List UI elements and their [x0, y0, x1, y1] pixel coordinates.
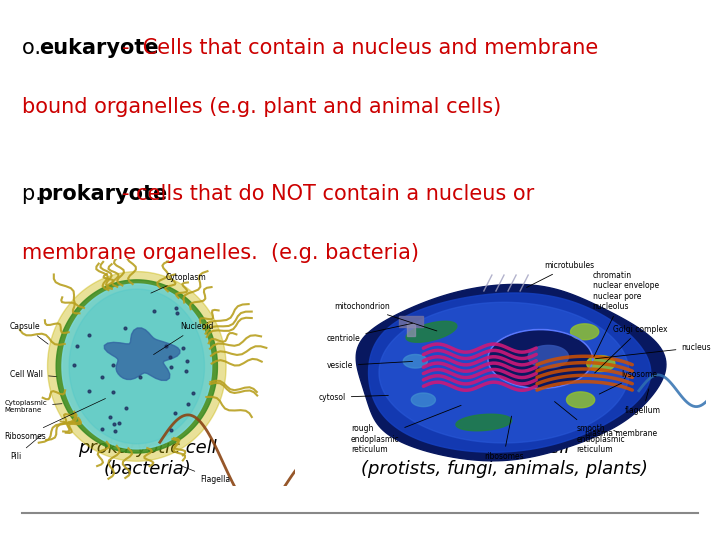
Text: Capsule: Capsule	[10, 322, 48, 344]
Text: membrane organelles.  (e.g. bacteria): membrane organelles. (e.g. bacteria)	[22, 243, 418, 263]
Text: ribosomes: ribosomes	[484, 416, 523, 461]
Polygon shape	[399, 316, 423, 327]
Text: bound organelles (e.g. plant and animal cells): bound organelles (e.g. plant and animal …	[22, 97, 501, 117]
Text: Flagella: Flagella	[183, 467, 230, 484]
Polygon shape	[408, 323, 415, 336]
Text: - cells that do NOT contain a nucleus or: - cells that do NOT contain a nucleus or	[122, 184, 535, 204]
Text: microtubules: microtubules	[526, 261, 595, 287]
Polygon shape	[369, 293, 651, 452]
Polygon shape	[356, 285, 666, 461]
Polygon shape	[411, 393, 436, 407]
Text: chromatin
nuclear envelope
nuclear pore
nucleolus: chromatin nuclear envelope nuclear pore …	[593, 271, 659, 356]
Text: eukaryotic cell
(protists, fungi, animals, plants): eukaryotic cell (protists, fungi, animal…	[361, 439, 647, 478]
Text: -  Cells that contain a nucleus and membrane: - Cells that contain a nucleus and membr…	[122, 38, 598, 58]
Polygon shape	[56, 280, 217, 453]
Text: smooth
endoplasmic
reticulum: smooth endoplasmic reticulum	[554, 402, 625, 454]
Text: Ribosomes: Ribosomes	[4, 399, 106, 441]
Polygon shape	[567, 392, 595, 408]
Text: Pili: Pili	[10, 434, 42, 461]
Text: mitochondrion: mitochondrion	[335, 302, 437, 331]
Polygon shape	[570, 324, 599, 340]
Polygon shape	[379, 302, 629, 443]
Text: flagellum: flagellum	[625, 389, 661, 415]
Polygon shape	[488, 329, 593, 388]
Text: p.: p.	[22, 184, 48, 204]
Text: o.: o.	[22, 38, 48, 58]
Polygon shape	[456, 414, 512, 431]
Text: nucleus: nucleus	[595, 343, 711, 359]
Text: vesicle: vesicle	[327, 361, 413, 370]
Text: Nucleoid: Nucleoid	[153, 322, 213, 355]
Text: Cytoplasm: Cytoplasm	[151, 273, 207, 293]
Text: centriole: centriole	[327, 323, 413, 343]
Text: Golgi complex: Golgi complex	[595, 325, 667, 373]
Polygon shape	[403, 354, 428, 368]
Text: cytosol: cytosol	[318, 393, 388, 402]
Polygon shape	[406, 321, 457, 342]
Text: Cytoplasmic
Membrane: Cytoplasmic Membrane	[4, 400, 62, 413]
Text: prokaryotic cell
(bacteria): prokaryotic cell (bacteria)	[78, 439, 217, 478]
Polygon shape	[104, 328, 180, 380]
Text: lysosome: lysosome	[599, 370, 657, 394]
Polygon shape	[48, 272, 226, 461]
Text: eukaryote: eukaryote	[40, 38, 159, 58]
Text: plasma membrane: plasma membrane	[585, 429, 657, 438]
Polygon shape	[528, 346, 569, 368]
Polygon shape	[69, 289, 204, 444]
Polygon shape	[62, 284, 212, 449]
Text: prokaryote: prokaryote	[37, 184, 168, 204]
Text: Cell Wall: Cell Wall	[10, 370, 56, 379]
Polygon shape	[587, 356, 615, 372]
Text: rough
endoplasmic
reticulum: rough endoplasmic reticulum	[351, 406, 461, 454]
